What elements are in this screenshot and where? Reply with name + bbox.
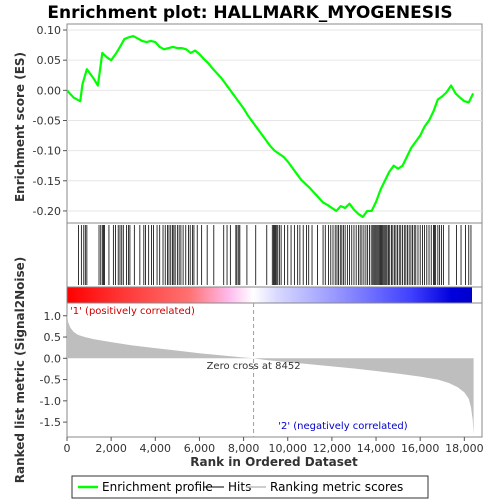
x-tick-label: 16,000 — [401, 442, 440, 455]
x-tick-label: 0 — [64, 442, 71, 455]
enrichment-profile-line — [67, 34, 475, 219]
metric-y-tick-label: 0.5 — [44, 331, 62, 344]
x-tick-label: 4,000 — [140, 442, 172, 455]
x-tick-label: 18,000 — [445, 442, 484, 455]
es-y-ticks: 0.10 0.05 0.00 -0.05 -0.10 -0.15 -0.20 — [33, 24, 67, 218]
es-y-tick-label: 0.10 — [37, 24, 62, 37]
es-y-tick-label: -0.20 — [33, 205, 61, 218]
x-tick-label: 2,000 — [95, 442, 127, 455]
legend-hits-label: Hits — [228, 480, 251, 494]
es-panel-frame — [66, 23, 483, 224]
x-tick-label: 8,000 — [228, 442, 260, 455]
metric-y-ticks: 1.0 0.5 0.0 -0.5 -1.0 -1.5 — [40, 310, 67, 429]
metric-y-tick-label: 1.0 — [44, 310, 62, 323]
x-tick-label: 6,000 — [184, 442, 216, 455]
x-axis-label: Rank in Ordered Dataset — [190, 455, 358, 469]
es-y-axis-label: Enrichment score (ES) — [13, 52, 27, 202]
es-y-tick-label: 0.05 — [37, 54, 62, 67]
chart-title: Enrichment plot: HALLMARK_MYOGENESIS — [47, 3, 452, 23]
x-tick-label: 12,000 — [313, 442, 352, 455]
metric-y-tick-label: -0.5 — [40, 374, 61, 387]
x-tick-label: 14,000 — [357, 442, 396, 455]
x-axis-ticks: 0 2,000 4,000 6,000 8,000 10,000 12,000 14,000 1… — [64, 437, 484, 455]
metric-y-tick-label: -1.5 — [40, 416, 61, 429]
metric-y-tick-label: 0.0 — [44, 352, 62, 365]
es-y-tick-label: -0.05 — [33, 114, 61, 127]
negative-correlation-label: '2' (negatively correlated) — [278, 421, 407, 432]
metric-y-axis-label: Ranked list metric (Signal2Noise) — [13, 257, 27, 484]
es-y-tick-label: -0.15 — [33, 175, 61, 188]
es-y-tick-label: 0.00 — [37, 84, 62, 97]
x-tick-label: 10,000 — [268, 442, 307, 455]
es-y-tick-label: -0.10 — [33, 145, 61, 158]
hit-marks — [78, 225, 472, 285]
legend: Enrichment profile Hits Ranking metric s… — [71, 475, 429, 499]
zero-cross-label: Zero cross at 8452 — [207, 361, 301, 372]
hits-panel — [66, 222, 483, 288]
rank-heat-bar — [67, 287, 472, 303]
es-panel: 0.10 0.05 0.00 -0.05 -0.10 -0.15 -0.20 Enrichm… — [13, 23, 483, 224]
metric-panel: 1.0 0.5 0.0 -0.5 -1.0 -1.5 '1' (positively co… — [13, 257, 483, 484]
legend-enrichment-label: Enrichment profile — [102, 480, 213, 494]
positive-correlation-label: '1' (positively correlated) — [70, 306, 195, 317]
legend-metric-label: Ranking metric scores — [270, 480, 403, 494]
metric-y-tick-label: -1.0 — [40, 395, 61, 408]
